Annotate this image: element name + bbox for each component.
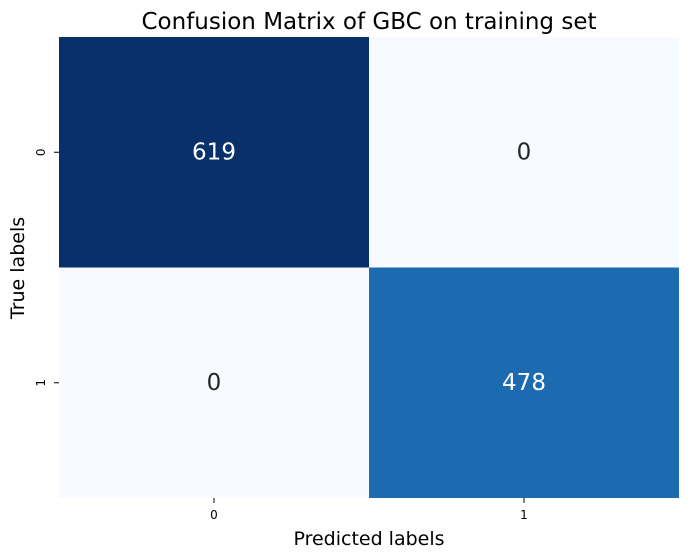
cell-value-label-0-0: 619	[192, 139, 236, 165]
cell-value-label-0-1: 0	[517, 139, 532, 165]
x-axis-label: Predicted labels	[293, 528, 444, 550]
cell-value-label-1-1: 478	[502, 370, 546, 396]
y-tick-label-1: 1	[34, 379, 48, 387]
heatmap-cell-0-1	[369, 37, 679, 268]
cell-value-label-1-0: 0	[207, 370, 222, 396]
y-axis-ticks: 01	[34, 148, 59, 387]
x-tick-label-0: 0	[210, 508, 218, 522]
y-tick-label-0: 0	[34, 148, 48, 156]
chart-title: Confusion Matrix of GBC on training set	[141, 9, 596, 35]
heatmap-cell-1-1	[369, 267, 679, 498]
heatmap-cells: 619 0 0 478	[59, 37, 679, 498]
x-tick-label-1: 1	[520, 508, 528, 522]
heatmap-cell-1-0	[59, 267, 369, 498]
heatmap-cell-0-0	[59, 37, 369, 268]
y-axis-label: True labels	[7, 217, 29, 320]
